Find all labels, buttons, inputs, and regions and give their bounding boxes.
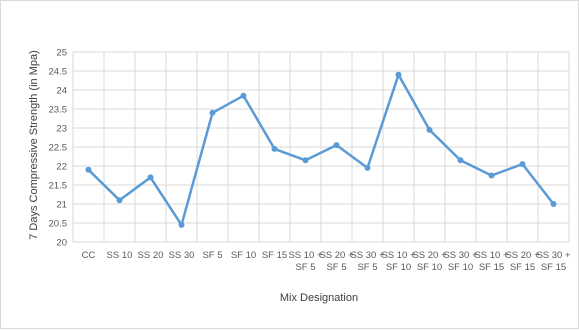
x-tick-label: SS 30 + SF 10 <box>443 250 478 273</box>
x-axis-title: Mix Designation <box>280 292 358 304</box>
x-tick-label: SS 20 <box>138 250 164 261</box>
x-tick-label: SF 15 <box>262 250 287 261</box>
series-group <box>85 71 557 228</box>
data-point <box>85 166 92 173</box>
x-tick-label: SS 10 + SF 5 <box>288 250 323 273</box>
x-tick-label: CC <box>82 250 96 261</box>
data-point <box>426 126 433 133</box>
data-point <box>395 71 402 78</box>
y-axis-title: 7 Days Compressive Strength (in Mpa) <box>28 50 40 240</box>
x-tick-label: SS 20 + SF 15 <box>505 250 540 273</box>
x-tick-label: SS 10 + SF 10 <box>381 250 416 273</box>
x-axis-ticks: CC SS 10 SS 20 SS 30 SF 5 SF 10 SF 15 SS 10 + SF… <box>82 250 571 273</box>
y-tick-label: 21.5 <box>49 181 68 192</box>
data-point <box>550 201 557 207</box>
x-tick-label: SF 10 <box>231 250 256 261</box>
data-point <box>519 161 526 168</box>
data-point <box>364 164 371 171</box>
x-tick-label: SF 5 <box>202 250 222 261</box>
data-point <box>147 174 154 181</box>
y-tick-label: 25 <box>56 48 67 59</box>
y-axis-ticks: 20 20.5 21 21.5 22 22.5 23 23.5 24 24.5 25 <box>49 48 68 249</box>
data-point <box>333 142 340 149</box>
x-tick-label: SS 10 + SF 15 <box>474 250 509 273</box>
y-tick-label: 23.5 <box>49 105 68 116</box>
x-tick-label: SS 30 + SF 15 <box>536 250 571 273</box>
data-point <box>209 109 216 116</box>
y-tick-label: 20 <box>56 238 67 249</box>
x-tick-label: SS 20 + SF 5 <box>319 250 354 273</box>
y-tick-label: 24.5 <box>49 67 68 78</box>
y-tick-label: 23 <box>56 124 67 135</box>
data-point <box>178 221 185 228</box>
x-tick-label: SS 30 <box>169 250 195 261</box>
data-point <box>116 197 123 204</box>
data-point <box>240 92 247 99</box>
y-tick-label: 22.5 <box>49 143 68 154</box>
y-tick-label: 20.5 <box>49 219 68 230</box>
x-tick-label: SS 30 + SF 5 <box>350 250 385 273</box>
y-tick-label: 24 <box>56 86 67 97</box>
x-tick-label: SS 20 + SF 10 <box>412 250 447 273</box>
grid-lines <box>72 51 570 243</box>
y-tick-label: 21 <box>56 200 67 211</box>
data-point <box>488 172 495 179</box>
y-tick-label: 22 <box>56 162 67 173</box>
data-point <box>302 157 309 164</box>
x-tick-label: SS 10 <box>107 250 133 261</box>
data-point <box>457 157 464 164</box>
series-line <box>87 73 555 227</box>
data-point <box>271 145 278 152</box>
